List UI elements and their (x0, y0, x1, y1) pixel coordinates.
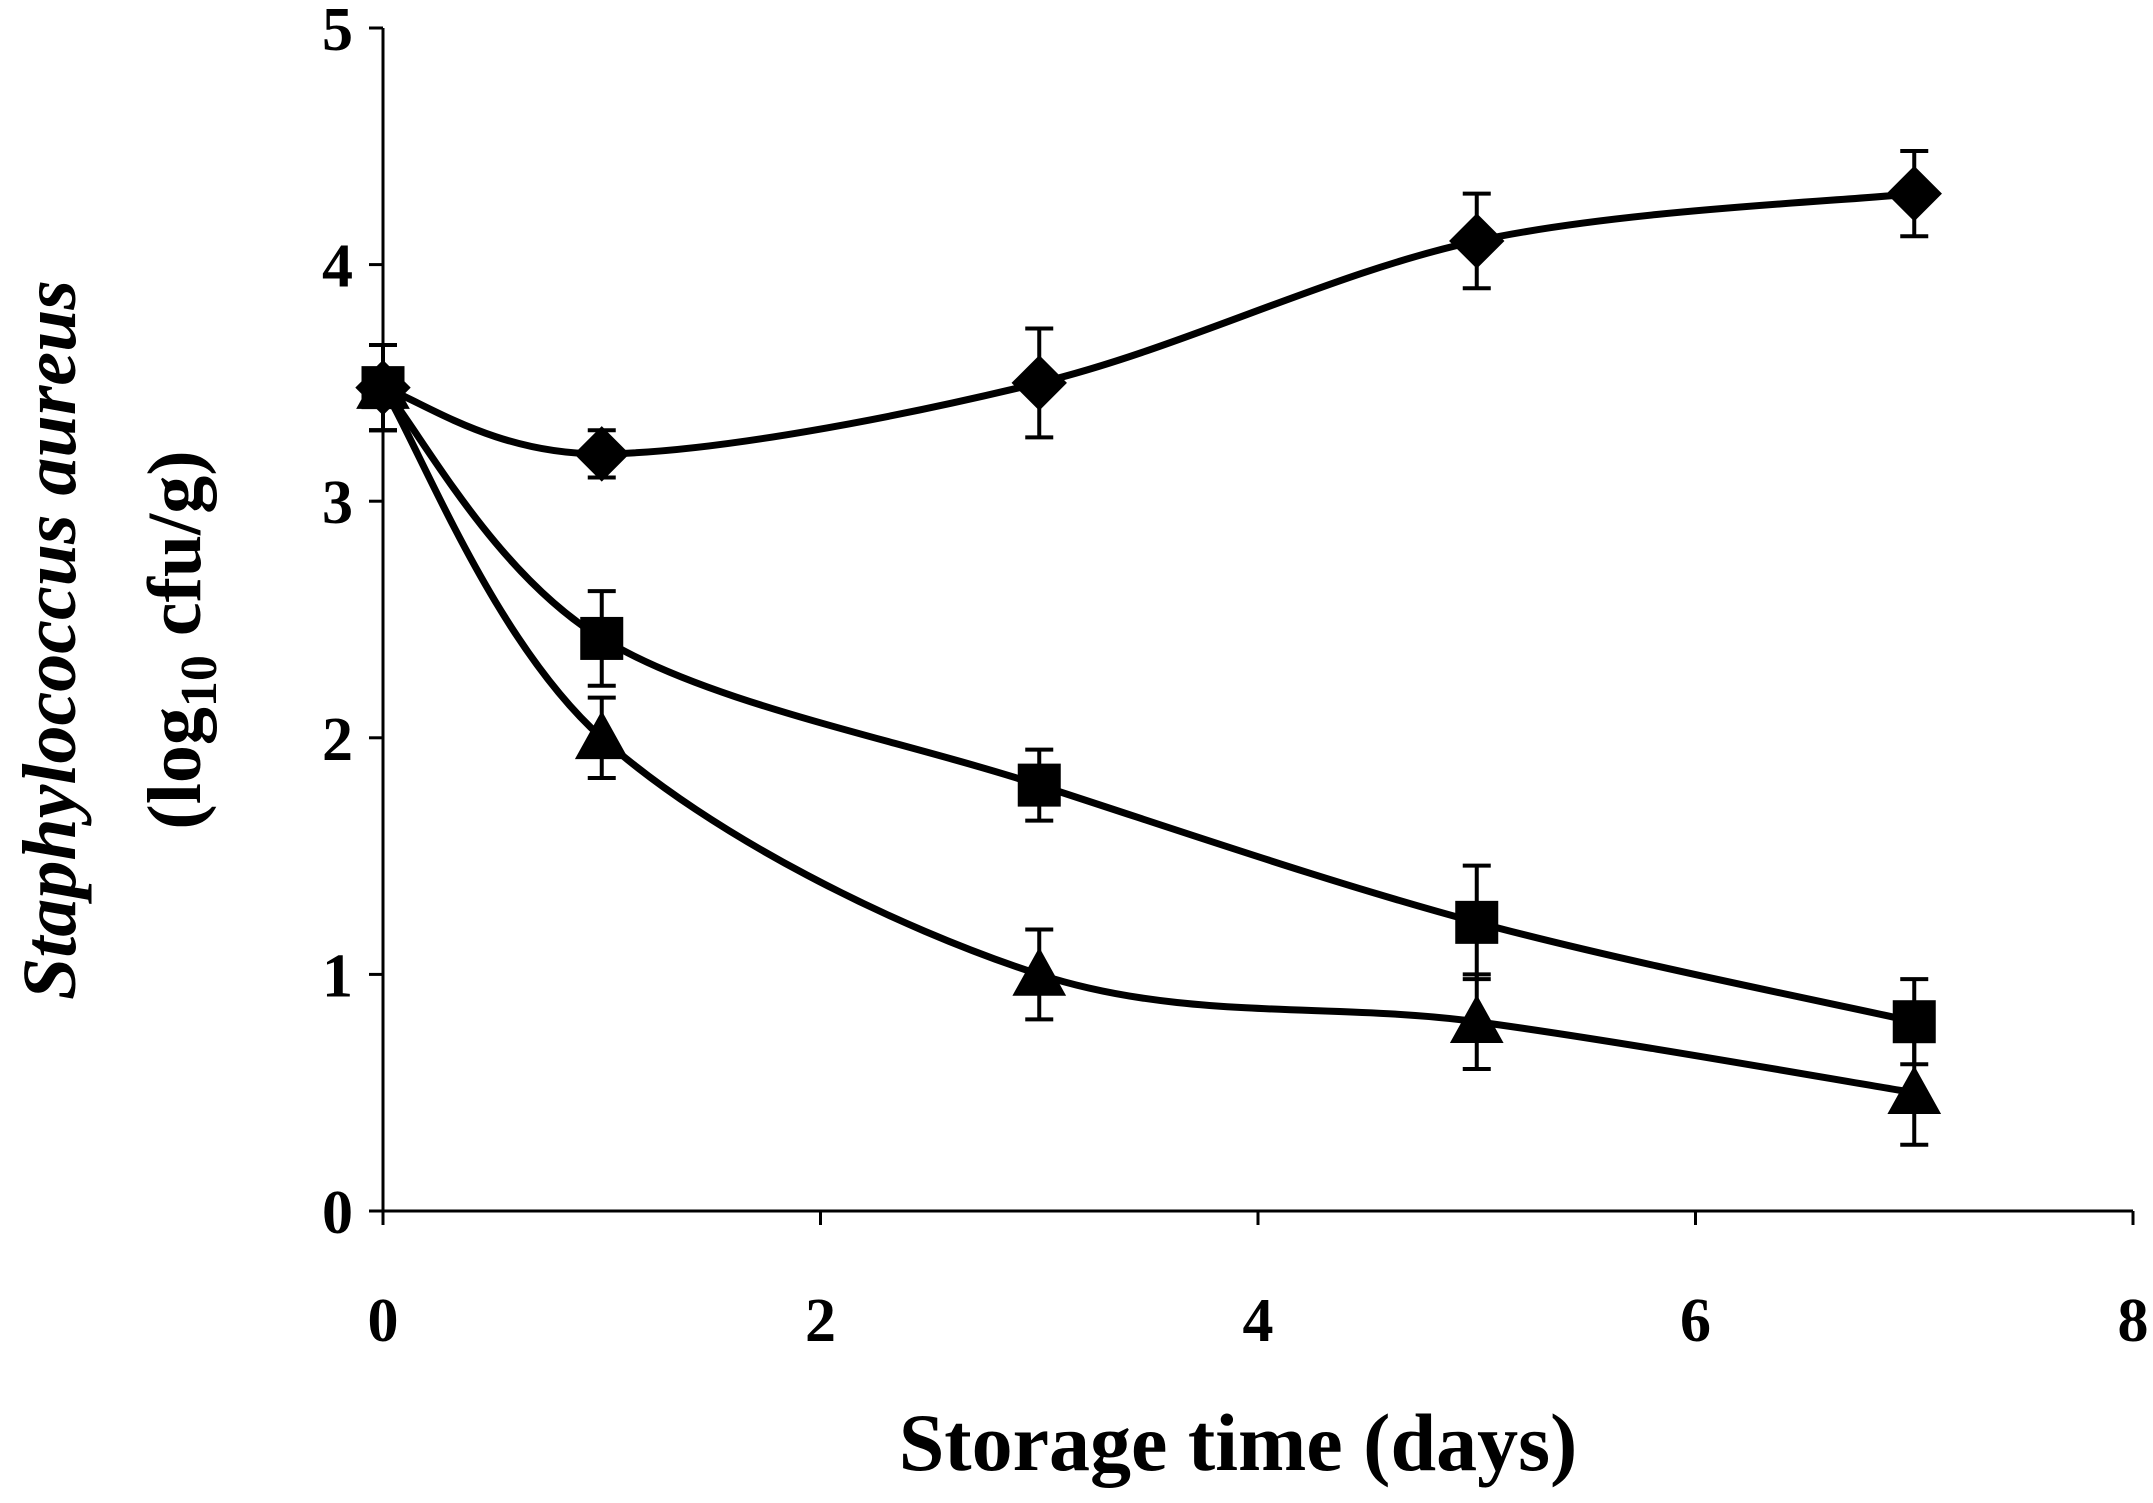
series-diamond (355, 149, 1942, 482)
data-point-triangle (1449, 994, 1504, 1044)
data-point-square (1455, 900, 1499, 944)
y-tick-label: 0 (322, 1179, 353, 1247)
data-point-square (580, 616, 624, 660)
data-point-square (1892, 1000, 1936, 1044)
x-tick-label: 6 (1680, 1287, 1711, 1355)
series-triangle (356, 343, 1942, 1147)
y-axis-label-units-subscript: 10 (171, 655, 228, 707)
data-point-triangle (356, 360, 410, 409)
y-axis-label-species: Staphylococcus aureus (8, 280, 92, 1000)
x-axis-label: Storage time (days) (899, 1397, 1578, 1488)
y-tick-label: 1 (322, 942, 353, 1010)
axes (381, 28, 2133, 1213)
data-point-square (1017, 763, 1061, 807)
data-point-triangle (1012, 947, 1067, 996)
data-point-diamond (1011, 355, 1067, 411)
y-tick-label: 3 (322, 469, 353, 537)
y-tick-label: 2 (322, 706, 353, 774)
x-tick-label: 2 (805, 1287, 836, 1355)
y-tick-label: 5 (322, 0, 353, 64)
series-line-diamond (379, 190, 1918, 458)
x-tick-label: 4 (1243, 1287, 1274, 1355)
data-point-triangle (1887, 1065, 1942, 1114)
y-tick-label: 4 (322, 233, 353, 301)
data-point-diamond (1886, 165, 1942, 222)
y-axis-label-units-suffix: cfu/g) (133, 450, 217, 655)
x-axis-ticks: 0 2 4 6 8 (368, 1211, 2149, 1355)
y-axis-label-units: (log10 cfu/g) (133, 450, 228, 829)
series-square (361, 343, 1936, 1067)
y-axis-label-units-prefix: (log (133, 707, 217, 829)
data-point-diamond (574, 426, 630, 482)
data-point-diamond (1449, 213, 1505, 269)
x-tick-label: 0 (368, 1287, 399, 1355)
y-axis-ticks: 0 1 2 3 4 5 (322, 0, 383, 1247)
x-tick-label: 8 (2118, 1287, 2149, 1355)
plot-series (355, 149, 1942, 1147)
series-line-square (379, 384, 1918, 1026)
data-point-triangle (574, 710, 629, 760)
